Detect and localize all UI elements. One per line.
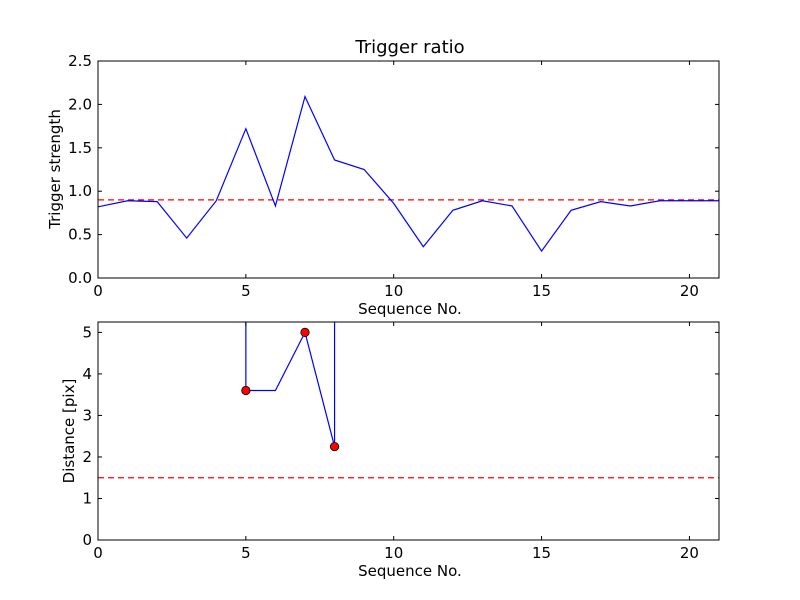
x-tick-label: 20: [680, 544, 699, 562]
y-tick-label: 0.0: [68, 269, 92, 287]
axes-frame: [97, 321, 720, 541]
series-line: [245, 322, 336, 447]
tick-labels: 0 5 10 15 20 0.0 0.5 1.0 1.5 2.0 2.5: [68, 52, 699, 300]
x-tick-label: 5: [241, 282, 251, 300]
series-line: [98, 94, 719, 253]
x-axis-label: Sequence No.: [358, 300, 462, 318]
y-tick-label: 1.0: [68, 182, 92, 200]
y-tick-label: 4: [82, 365, 92, 383]
tick-labels: 0 5 10 15 20 0 1 2 3 4 5: [82, 323, 699, 562]
plot-area: [98, 322, 719, 479]
axes-frame: [97, 60, 720, 279]
y-axis-label: Trigger strength: [46, 109, 64, 230]
plot-area: [98, 94, 719, 253]
x-tick-label: 20: [680, 282, 699, 300]
x-tick-label: 15: [532, 282, 551, 300]
y-axis-label: Distance [pix]: [60, 379, 78, 484]
x-tick-label: 10: [384, 544, 403, 562]
x-tick-label: 10: [384, 282, 403, 300]
data-point-marker: [241, 385, 251, 396]
data-point-marker: [329, 441, 340, 452]
trigger-ratio-chart: Trigger ratio 0 5 10 15 20 0.0 0.5 1.0 1.5 2.0 2.5…: [46, 37, 720, 318]
y-tick-label: 2.0: [68, 95, 92, 113]
chart-title: Trigger ratio: [354, 37, 464, 58]
y-tick-label: 0: [82, 531, 92, 549]
y-tick-label: 1.5: [68, 139, 92, 157]
x-tick-label: 5: [241, 544, 251, 562]
y-tick-label: 3: [82, 406, 92, 424]
y-tick-label: 5: [82, 323, 92, 341]
y-tick-label: 2: [82, 448, 92, 466]
distance-chart: 0 5 10 15 20 0 1 2 3 4 5 Sequence No. Distance [pi…: [60, 321, 720, 580]
y-tick-label: 2.5: [68, 52, 92, 70]
y-tick-label: 1: [82, 489, 92, 507]
x-axis-label: Sequence No.: [358, 562, 462, 580]
x-tick-label: 0: [93, 282, 103, 300]
data-point-marker: [300, 327, 310, 337]
tick-marks: [97, 322, 719, 541]
tick-marks: [97, 60, 719, 279]
y-tick-label: 0.5: [68, 226, 92, 244]
x-tick-label: 15: [532, 544, 551, 562]
x-tick-label: 0: [93, 544, 103, 562]
